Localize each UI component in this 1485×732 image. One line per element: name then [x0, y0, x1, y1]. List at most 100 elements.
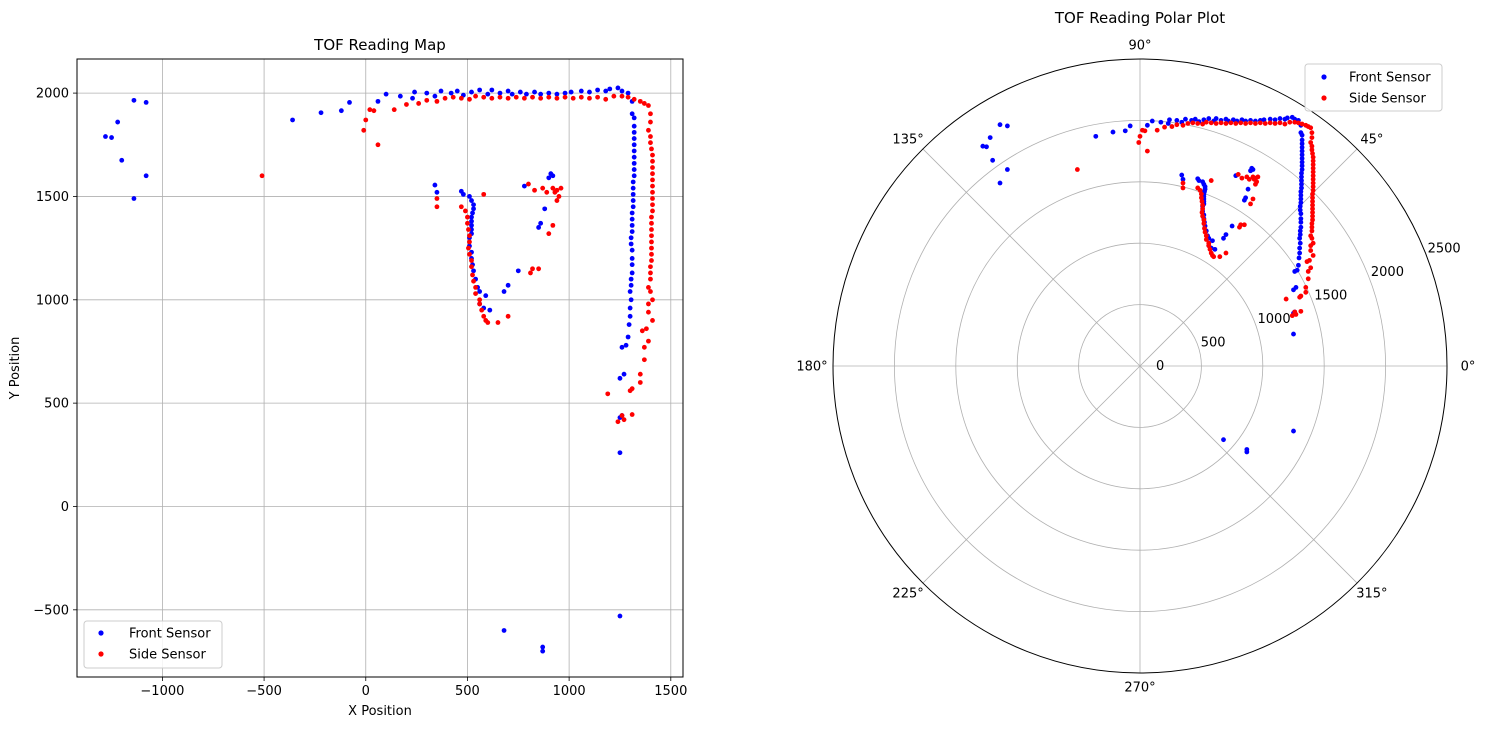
side-sensor-point: [648, 276, 653, 282]
side-sensor-point: [467, 251, 472, 257]
polar-side-sensor-point: [1308, 125, 1314, 131]
side-sensor-point: [505, 95, 511, 101]
polar-side-sensor-point: [1309, 130, 1315, 136]
left-legend-box: [83, 620, 223, 669]
polar-side-sensor-point: [1233, 121, 1239, 126]
polar-side-sensor-point: [1074, 167, 1080, 172]
front-sensor-point: [338, 108, 344, 114]
polar-side-sensor-point: [1223, 121, 1229, 126]
side-sensor-point: [550, 222, 556, 228]
front-sensor-point: [471, 268, 476, 274]
polar-side-sensor-point: [1310, 195, 1315, 201]
front-sensor-point: [424, 90, 430, 96]
front-sensor-point: [469, 89, 474, 95]
polar-side-sensor-point: [1308, 248, 1314, 253]
front-sensor-point: [375, 98, 381, 104]
polar-front-sensor-point: [1299, 141, 1305, 147]
front-sensor-point: [538, 220, 544, 226]
polar-front-sensor-point: [1299, 145, 1305, 150]
polar-side-sensor-point: [1309, 228, 1315, 234]
polar-side-sensor-point: [1202, 226, 1207, 231]
polar-side-sensor-point: [1136, 140, 1142, 145]
front-sensor-point: [629, 247, 635, 253]
right-chart-title: TOF Reading Polar Plot: [1054, 9, 1225, 27]
polar-front-sensor-point: [1244, 449, 1250, 455]
polar-front-sensor-point: [1299, 156, 1305, 161]
side-sensor-point: [619, 413, 625, 418]
polar-front-sensor-point: [1299, 132, 1305, 138]
polar-side-sensor-point: [1309, 135, 1315, 140]
polar-side-sensor-point: [1174, 122, 1180, 128]
polar-side-sensor-point: [1308, 243, 1314, 249]
polar-angle-label: 270°: [1124, 681, 1155, 696]
side-sensor-point: [648, 111, 653, 117]
front-sensor-point: [578, 88, 584, 94]
polar-side-sensor-point: [1310, 202, 1315, 208]
side-sensor-point: [611, 93, 617, 99]
polar-front-sensor-point: [1284, 115, 1290, 121]
polar-side-sensor-point: [1310, 158, 1316, 164]
front-sensor-point: [629, 216, 635, 222]
side-sensor-point: [650, 158, 655, 164]
front-sensor-point: [487, 307, 493, 313]
polar-side-sensor-point: [1246, 176, 1252, 182]
side-sensor-point: [650, 152, 655, 158]
front-sensor-point: [290, 117, 295, 123]
polar-side-sensor-point: [1199, 195, 1204, 201]
side-sensor-point: [471, 278, 476, 284]
polar-front-sensor-point: [1213, 116, 1219, 121]
front-sensor-point: [410, 95, 415, 101]
front-sensor-point: [469, 222, 474, 228]
front-sensor-point: [412, 89, 417, 95]
polar-side-sensor-point: [1180, 185, 1186, 191]
polar-angle-label: 0°: [1461, 360, 1476, 375]
side-sensor-point: [481, 94, 487, 100]
left-x-tick-label: 1500: [654, 684, 687, 699]
side-sensor-point: [621, 417, 627, 423]
front-sensor-point: [603, 88, 609, 94]
front-sensor-point: [501, 628, 507, 633]
side-sensor-point: [470, 272, 475, 278]
left-y-tick-label: 500: [44, 397, 69, 412]
polar-side-sensor-point: [1308, 140, 1314, 145]
polar-side-sensor-point: [1190, 120, 1196, 126]
polar-side-sensor-point: [1310, 191, 1315, 197]
side-sensor-point: [546, 231, 552, 237]
front-sensor-point: [627, 289, 633, 294]
polar-side-sensor-point: [1298, 308, 1304, 314]
side-sensor-point: [404, 102, 409, 107]
polar-side-sensor-point: [1310, 180, 1316, 186]
polar-side-sensor-point: [1303, 285, 1309, 290]
side-sensor-point: [556, 194, 562, 199]
polar-front-sensor-point: [1298, 224, 1304, 230]
side-sensor-point: [650, 165, 655, 170]
side-sensor-point: [648, 134, 653, 139]
polar-front-sensor-point: [1299, 148, 1305, 154]
front-sensor-point: [628, 276, 634, 282]
polar-front-sensor-point: [997, 180, 1003, 186]
left-legend-marker: [98, 651, 104, 657]
polar-angle-labels: 0° 45° 90° 135° 180° 225° 270° 315°: [796, 39, 1475, 696]
front-sensor-point: [489, 87, 495, 93]
side-sensor-point: [650, 183, 655, 189]
side-sensor-point: [649, 239, 654, 245]
polar-side-sensor-point: [1305, 276, 1311, 282]
front-sensor-point: [521, 183, 527, 189]
right-legend-marker: [1321, 95, 1327, 101]
front-sensor-point: [469, 214, 474, 220]
front-sensor-point: [438, 88, 444, 94]
polar-front-sensor-point: [1277, 116, 1283, 121]
polar-side-sensor-point: [1310, 210, 1315, 215]
polar-side-sensor-point: [1217, 254, 1223, 260]
polar-side-sensor-point: [1248, 120, 1253, 126]
polar-side-sensor-point: [1310, 176, 1316, 182]
polar-front-sensor-point: [1297, 232, 1303, 238]
polar-front-sensor-point: [1297, 228, 1303, 234]
front-sensor-point: [607, 86, 613, 92]
front-sensor-point: [630, 185, 636, 191]
front-sensor-point: [631, 123, 637, 129]
side-sensor-point: [434, 204, 440, 210]
left-scatter-points: [103, 85, 655, 654]
tof-reading-polar-chart: TOF Reading Polar Plot 0° 45° 90° 135° 180° 2…: [796, 9, 1475, 696]
front-sensor-point: [131, 196, 137, 201]
